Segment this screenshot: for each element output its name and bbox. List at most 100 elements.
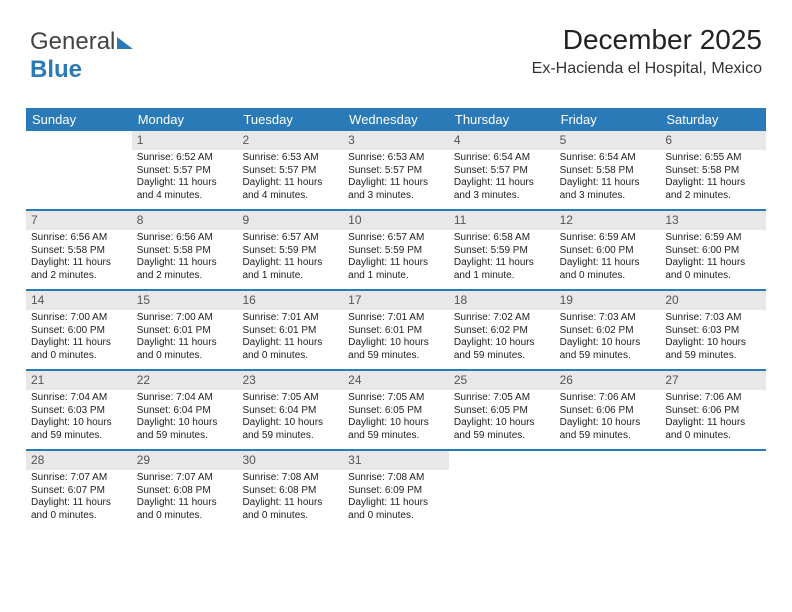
- day-number: 5: [555, 131, 661, 150]
- day-detail: Sunrise: 6:56 AMSunset: 5:58 PMDaylight:…: [132, 230, 238, 286]
- calendar: SundayMondayTuesdayWednesdayThursdayFrid…: [26, 108, 766, 529]
- day-number: 27: [660, 371, 766, 390]
- day-header: Thursday: [449, 108, 555, 131]
- day-number: 30: [237, 451, 343, 470]
- day-number: 31: [343, 451, 449, 470]
- calendar-cell: 21Sunrise: 7:04 AMSunset: 6:03 PMDayligh…: [26, 371, 132, 449]
- day-detail: Sunrise: 7:08 AMSunset: 6:09 PMDaylight:…: [343, 470, 449, 526]
- day-number: 22: [132, 371, 238, 390]
- calendar-cell: 9Sunrise: 6:57 AMSunset: 5:59 PMDaylight…: [237, 211, 343, 289]
- day-detail: Sunrise: 7:05 AMSunset: 6:05 PMDaylight:…: [343, 390, 449, 446]
- calendar-cell: 20Sunrise: 7:03 AMSunset: 6:03 PMDayligh…: [660, 291, 766, 369]
- day-number: 18: [449, 291, 555, 310]
- day-detail: Sunrise: 6:53 AMSunset: 5:57 PMDaylight:…: [343, 150, 449, 206]
- calendar-cell: .: [555, 451, 661, 529]
- day-header: Tuesday: [237, 108, 343, 131]
- day-header: Saturday: [660, 108, 766, 131]
- day-number: 1: [132, 131, 238, 150]
- calendar-week: 14Sunrise: 7:00 AMSunset: 6:00 PMDayligh…: [26, 289, 766, 369]
- day-number: 19: [555, 291, 661, 310]
- day-number: 4: [449, 131, 555, 150]
- calendar-cell: 26Sunrise: 7:06 AMSunset: 6:06 PMDayligh…: [555, 371, 661, 449]
- day-number: 9: [237, 211, 343, 230]
- calendar-week: 7Sunrise: 6:56 AMSunset: 5:58 PMDaylight…: [26, 209, 766, 289]
- day-detail: Sunrise: 7:08 AMSunset: 6:08 PMDaylight:…: [237, 470, 343, 526]
- day-number: 24: [343, 371, 449, 390]
- calendar-week: 21Sunrise: 7:04 AMSunset: 6:03 PMDayligh…: [26, 369, 766, 449]
- day-detail: Sunrise: 7:07 AMSunset: 6:07 PMDaylight:…: [26, 470, 132, 526]
- calendar-grid: .1Sunrise: 6:52 AMSunset: 5:57 PMDayligh…: [26, 131, 766, 529]
- day-number: 6: [660, 131, 766, 150]
- calendar-cell: 16Sunrise: 7:01 AMSunset: 6:01 PMDayligh…: [237, 291, 343, 369]
- calendar-week: 28Sunrise: 7:07 AMSunset: 6:07 PMDayligh…: [26, 449, 766, 529]
- calendar-cell: 11Sunrise: 6:58 AMSunset: 5:59 PMDayligh…: [449, 211, 555, 289]
- calendar-cell: 29Sunrise: 7:07 AMSunset: 6:08 PMDayligh…: [132, 451, 238, 529]
- day-number: 28: [26, 451, 132, 470]
- calendar-cell: 18Sunrise: 7:02 AMSunset: 6:02 PMDayligh…: [449, 291, 555, 369]
- day-detail: Sunrise: 6:54 AMSunset: 5:58 PMDaylight:…: [555, 150, 661, 206]
- calendar-cell: 1Sunrise: 6:52 AMSunset: 5:57 PMDaylight…: [132, 131, 238, 209]
- calendar-cell: 15Sunrise: 7:00 AMSunset: 6:01 PMDayligh…: [132, 291, 238, 369]
- location: Ex-Hacienda el Hospital, Mexico: [532, 60, 762, 78]
- day-detail: Sunrise: 6:53 AMSunset: 5:57 PMDaylight:…: [237, 150, 343, 206]
- day-detail: Sunrise: 7:05 AMSunset: 6:05 PMDaylight:…: [449, 390, 555, 446]
- day-detail: Sunrise: 7:03 AMSunset: 6:03 PMDaylight:…: [660, 310, 766, 366]
- day-number: 7: [26, 211, 132, 230]
- calendar-cell: 25Sunrise: 7:05 AMSunset: 6:05 PMDayligh…: [449, 371, 555, 449]
- calendar-cell: 30Sunrise: 7:08 AMSunset: 6:08 PMDayligh…: [237, 451, 343, 529]
- calendar-cell: 3Sunrise: 6:53 AMSunset: 5:57 PMDaylight…: [343, 131, 449, 209]
- page-title: December 2025 Ex-Hacienda el Hospital, M…: [532, 24, 762, 78]
- day-header: Sunday: [26, 108, 132, 131]
- day-detail: Sunrise: 7:03 AMSunset: 6:02 PMDaylight:…: [555, 310, 661, 366]
- calendar-cell: 19Sunrise: 7:03 AMSunset: 6:02 PMDayligh…: [555, 291, 661, 369]
- day-number: 11: [449, 211, 555, 230]
- day-detail: Sunrise: 7:06 AMSunset: 6:06 PMDaylight:…: [555, 390, 661, 446]
- day-number: 2: [237, 131, 343, 150]
- calendar-cell: 24Sunrise: 7:05 AMSunset: 6:05 PMDayligh…: [343, 371, 449, 449]
- day-number: 26: [555, 371, 661, 390]
- calendar-cell: 8Sunrise: 6:56 AMSunset: 5:58 PMDaylight…: [132, 211, 238, 289]
- calendar-cell: 12Sunrise: 6:59 AMSunset: 6:00 PMDayligh…: [555, 211, 661, 289]
- day-detail: Sunrise: 7:05 AMSunset: 6:04 PMDaylight:…: [237, 390, 343, 446]
- day-detail: Sunrise: 7:02 AMSunset: 6:02 PMDaylight:…: [449, 310, 555, 366]
- day-number: 16: [237, 291, 343, 310]
- day-detail: Sunrise: 6:57 AMSunset: 5:59 PMDaylight:…: [237, 230, 343, 286]
- day-number: 12: [555, 211, 661, 230]
- day-detail: Sunrise: 7:07 AMSunset: 6:08 PMDaylight:…: [132, 470, 238, 526]
- logo: General Blue: [30, 28, 133, 84]
- day-detail: Sunrise: 6:59 AMSunset: 6:00 PMDaylight:…: [660, 230, 766, 286]
- day-number: 15: [132, 291, 238, 310]
- day-detail: Sunrise: 7:00 AMSunset: 6:00 PMDaylight:…: [26, 310, 132, 366]
- calendar-cell: 28Sunrise: 7:07 AMSunset: 6:07 PMDayligh…: [26, 451, 132, 529]
- logo-triangle-icon: [117, 37, 133, 49]
- day-number: 20: [660, 291, 766, 310]
- calendar-header-row: SundayMondayTuesdayWednesdayThursdayFrid…: [26, 108, 766, 131]
- calendar-week: .1Sunrise: 6:52 AMSunset: 5:57 PMDayligh…: [26, 131, 766, 209]
- day-detail: Sunrise: 7:01 AMSunset: 6:01 PMDaylight:…: [237, 310, 343, 366]
- day-detail: Sunrise: 7:01 AMSunset: 6:01 PMDaylight:…: [343, 310, 449, 366]
- calendar-cell: 31Sunrise: 7:08 AMSunset: 6:09 PMDayligh…: [343, 451, 449, 529]
- day-detail: Sunrise: 7:00 AMSunset: 6:01 PMDaylight:…: [132, 310, 238, 366]
- day-number: 3: [343, 131, 449, 150]
- calendar-cell: 23Sunrise: 7:05 AMSunset: 6:04 PMDayligh…: [237, 371, 343, 449]
- day-detail: Sunrise: 6:59 AMSunset: 6:00 PMDaylight:…: [555, 230, 661, 286]
- day-number: 21: [26, 371, 132, 390]
- day-header: Monday: [132, 108, 238, 131]
- day-detail: Sunrise: 6:55 AMSunset: 5:58 PMDaylight:…: [660, 150, 766, 206]
- day-number: 25: [449, 371, 555, 390]
- calendar-cell: 22Sunrise: 7:04 AMSunset: 6:04 PMDayligh…: [132, 371, 238, 449]
- day-header: Friday: [555, 108, 661, 131]
- logo-part2: Blue: [30, 56, 82, 83]
- day-number: 17: [343, 291, 449, 310]
- calendar-cell: 2Sunrise: 6:53 AMSunset: 5:57 PMDaylight…: [237, 131, 343, 209]
- day-number: 23: [237, 371, 343, 390]
- calendar-cell: 5Sunrise: 6:54 AMSunset: 5:58 PMDaylight…: [555, 131, 661, 209]
- calendar-cell: .: [660, 451, 766, 529]
- day-number: 13: [660, 211, 766, 230]
- calendar-cell: .: [26, 131, 132, 209]
- calendar-cell: 7Sunrise: 6:56 AMSunset: 5:58 PMDaylight…: [26, 211, 132, 289]
- day-detail: Sunrise: 7:04 AMSunset: 6:04 PMDaylight:…: [132, 390, 238, 446]
- day-number: 10: [343, 211, 449, 230]
- calendar-cell: 4Sunrise: 6:54 AMSunset: 5:57 PMDaylight…: [449, 131, 555, 209]
- day-detail: Sunrise: 7:04 AMSunset: 6:03 PMDaylight:…: [26, 390, 132, 446]
